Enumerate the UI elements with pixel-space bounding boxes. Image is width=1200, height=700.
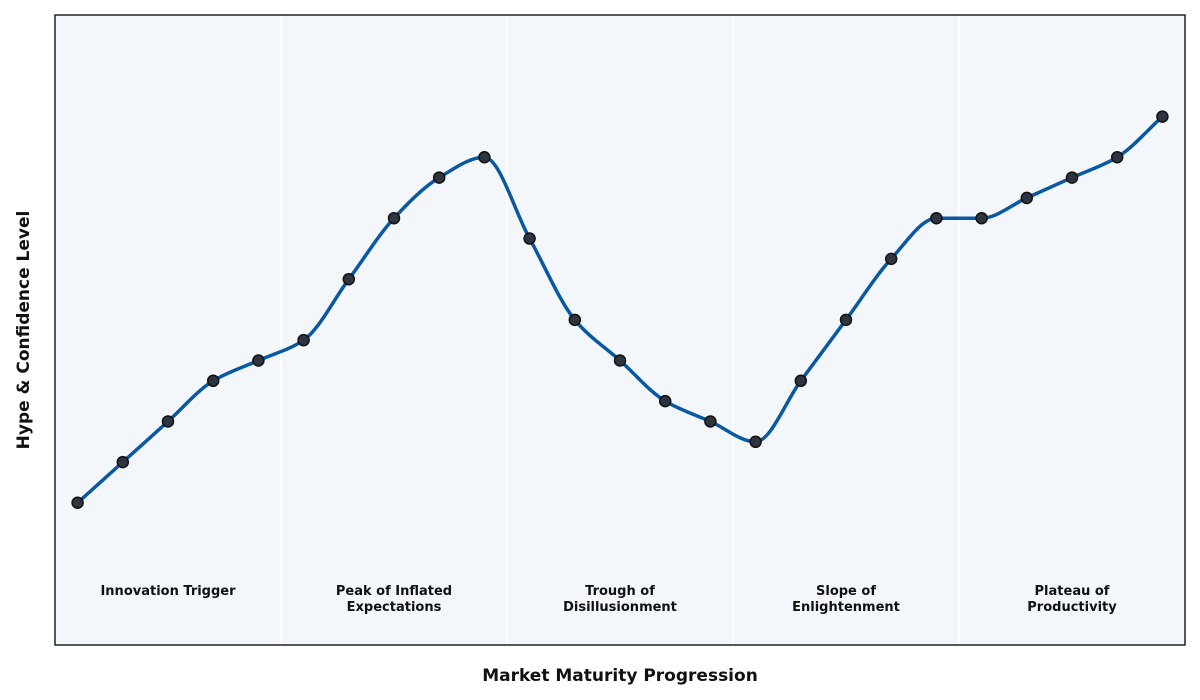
data-point-11 (523, 232, 536, 245)
data-point-8 (387, 211, 401, 225)
plot-frame (54, 14, 1186, 646)
phase-label-5: Plateau of Productivity (1027, 584, 1117, 615)
data-point-5 (252, 354, 265, 367)
data-point-10 (478, 151, 491, 164)
data-point-16 (749, 435, 762, 449)
phase-label-line: Peak of Inflated (336, 584, 452, 599)
plot-background (55, 15, 1185, 645)
data-point-4 (206, 374, 220, 388)
data-point-1 (71, 496, 84, 509)
data-point-20 (930, 211, 943, 225)
data-point-15 (704, 415, 717, 428)
data-point-3 (161, 415, 175, 428)
phase-label-line: Productivity (1027, 600, 1117, 615)
data-point-23 (1065, 171, 1079, 184)
data-point-6 (297, 333, 310, 347)
data-point-17 (794, 374, 808, 388)
data-point-25 (1156, 110, 1169, 123)
data-point-14 (658, 394, 672, 408)
phase-label-line: Expectations (347, 600, 442, 615)
phase-label-line: Innovation Trigger (100, 584, 236, 599)
data-point-19 (884, 252, 898, 266)
data-point-21 (975, 211, 988, 225)
data-point-22 (1020, 191, 1034, 205)
x-axis-label: Market Maturity Progression (482, 666, 758, 686)
phase-label-line: Slope of (816, 584, 876, 599)
data-point-12 (568, 313, 582, 327)
phase-dividers (280, 15, 960, 645)
phase-label-4: Slope of Enlightenment (792, 584, 900, 615)
phase-label-line: Trough of (585, 584, 655, 599)
phase-labels: Innovation Trigger Peak of Inflated Expect… (100, 584, 1117, 615)
data-point-18 (839, 313, 853, 327)
y-axis-label: Hype & Confidence Level (14, 211, 34, 450)
phase-label-line: Plateau of (1035, 584, 1110, 599)
data-point-7 (342, 272, 356, 286)
data-point-13 (613, 354, 627, 367)
data-point-24 (1110, 151, 1124, 164)
data-points (71, 110, 1169, 509)
phase-label-1: Innovation Trigger (100, 584, 236, 599)
phase-label-3: Trough of Disillusionment (563, 584, 677, 615)
phase-label-2: Peak of Inflated Expectations (336, 584, 452, 615)
data-point-2 (116, 455, 130, 469)
phase-label-line: Enlightenment (792, 600, 900, 615)
phase-label-line: Disillusionment (563, 600, 677, 615)
data-point-9 (432, 171, 446, 184)
